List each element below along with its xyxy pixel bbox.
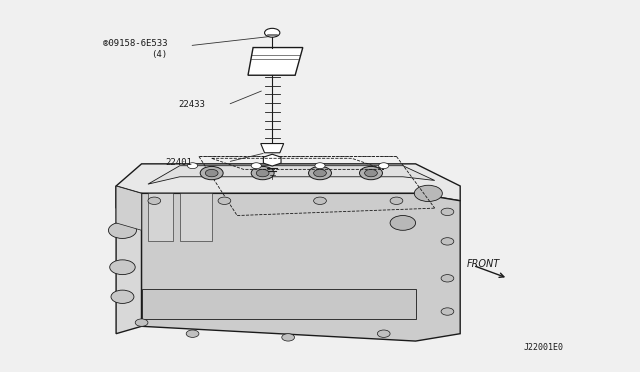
Circle shape [441, 275, 454, 282]
Circle shape [200, 166, 223, 180]
Circle shape [314, 169, 326, 177]
Circle shape [365, 169, 378, 177]
Circle shape [282, 334, 294, 341]
Circle shape [109, 260, 135, 275]
Polygon shape [264, 154, 281, 166]
Circle shape [390, 215, 415, 230]
Text: ®09158-6E533: ®09158-6E533 [102, 39, 167, 48]
Circle shape [135, 319, 148, 326]
Circle shape [441, 308, 454, 315]
Polygon shape [116, 186, 141, 334]
Circle shape [441, 208, 454, 215]
Circle shape [414, 185, 442, 202]
FancyBboxPatch shape [141, 289, 415, 319]
Circle shape [218, 197, 231, 205]
Circle shape [378, 330, 390, 337]
Circle shape [441, 238, 454, 245]
Polygon shape [116, 164, 460, 208]
Circle shape [390, 197, 403, 205]
Circle shape [379, 163, 389, 169]
Circle shape [251, 163, 261, 169]
Text: 22401: 22401 [166, 157, 193, 167]
Circle shape [314, 197, 326, 205]
Circle shape [111, 290, 134, 304]
Polygon shape [148, 166, 435, 184]
Circle shape [251, 166, 274, 180]
Text: J22001E0: J22001E0 [524, 343, 564, 352]
Text: FRONT: FRONT [467, 259, 500, 269]
Circle shape [360, 166, 383, 180]
Polygon shape [248, 48, 303, 75]
FancyBboxPatch shape [148, 193, 173, 241]
Circle shape [186, 330, 199, 337]
Text: (4): (4) [151, 51, 167, 60]
Circle shape [205, 169, 218, 177]
Circle shape [108, 222, 136, 238]
Circle shape [256, 169, 269, 177]
Circle shape [308, 166, 332, 180]
Text: 22433: 22433 [179, 100, 205, 109]
Circle shape [148, 197, 161, 205]
Circle shape [264, 28, 280, 37]
Polygon shape [141, 193, 460, 341]
Circle shape [315, 163, 325, 169]
Polygon shape [260, 144, 284, 153]
Polygon shape [116, 186, 141, 230]
FancyBboxPatch shape [180, 193, 212, 241]
Circle shape [188, 163, 198, 169]
